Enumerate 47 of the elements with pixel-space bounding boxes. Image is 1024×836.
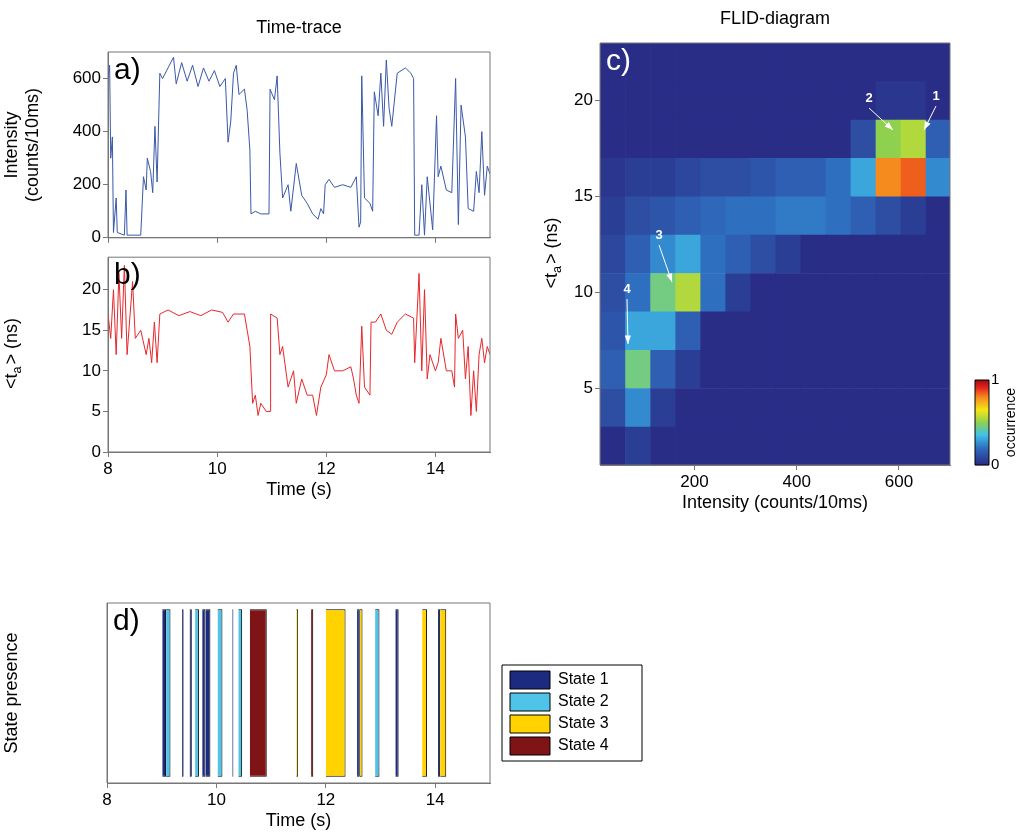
x-tick-label: 8 <box>103 458 113 478</box>
legend-label: State 3 <box>558 714 609 732</box>
y-tick-label: 0 <box>91 227 101 247</box>
color-bar-label: 1 <box>991 370 1000 388</box>
chart-title: Time-trace <box>256 16 342 37</box>
y-tick-label: 5 <box>91 401 101 421</box>
annotation: 2 <box>865 90 873 106</box>
x-axis-title: Time (s) <box>265 809 332 830</box>
y-tick-label: 20 <box>574 90 593 110</box>
annotation: d) <box>113 603 140 637</box>
y-axis-title: <ta> (ns) <box>0 318 24 390</box>
y-tick-label: 5 <box>583 377 593 397</box>
x-axis-title: Time (s) <box>266 478 332 499</box>
y-tick-label: 600 <box>72 68 101 88</box>
y-tick-label: 400 <box>72 121 101 141</box>
color-bar-label: 0 <box>991 455 1000 473</box>
x-tick-label: 8 <box>102 789 112 809</box>
annotation: a) <box>114 52 141 86</box>
y-tick-label: 15 <box>574 186 593 206</box>
legend-label: State 1 <box>558 670 609 688</box>
y-axis-title: Intensity (counts/10ms) <box>0 87 42 202</box>
y-tick-label: 10 <box>574 282 593 302</box>
x-tick-label: 14 <box>425 458 445 478</box>
legend-label: State 2 <box>558 692 609 710</box>
y-axis-title: State presence <box>0 632 21 754</box>
x-tick-label: 200 <box>680 471 709 491</box>
x-tick-label: 12 <box>316 789 336 809</box>
x-tick-label: 10 <box>206 789 226 809</box>
annotation: 1 <box>932 88 940 104</box>
annotation: 4 <box>623 281 632 297</box>
annotation: c) <box>606 43 631 77</box>
y-tick-label: 20 <box>82 279 101 299</box>
y-tick-label: 15 <box>82 319 101 339</box>
annotation: 3 <box>655 227 663 243</box>
x-tick-label: 600 <box>884 471 914 491</box>
legend-label: State 4 <box>558 736 609 754</box>
x-tick-label: 10 <box>207 458 227 478</box>
chart-title: FLID-diagram <box>719 7 831 28</box>
y-tick-label: 10 <box>82 360 101 380</box>
color-bar-title: occurrence <box>1001 387 1018 458</box>
y-tick-label: 0 <box>91 441 101 461</box>
x-tick-label: 14 <box>425 789 445 809</box>
x-axis-title: Intensity (counts/10ms) <box>681 491 869 512</box>
y-axis-title: <ta> (ns) <box>540 217 564 289</box>
x-tick-label: 400 <box>782 471 811 491</box>
y-tick-label: 200 <box>72 174 101 194</box>
x-tick-label: 12 <box>316 458 336 478</box>
